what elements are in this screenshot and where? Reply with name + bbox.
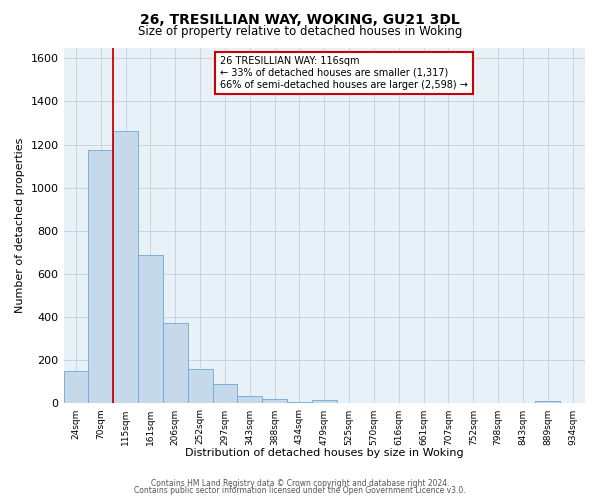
Text: Size of property relative to detached houses in Woking: Size of property relative to detached ho…: [138, 25, 462, 38]
Bar: [238, 396, 262, 404]
X-axis label: Distribution of detached houses by size in Woking: Distribution of detached houses by size …: [185, 448, 464, 458]
Bar: [262, 398, 287, 404]
Y-axis label: Number of detached properties: Number of detached properties: [15, 138, 25, 313]
Bar: [312, 400, 337, 404]
Bar: [138, 254, 163, 404]
Text: 26, TRESILLIAN WAY, WOKING, GU21 3DL: 26, TRESILLIAN WAY, WOKING, GU21 3DL: [140, 12, 460, 26]
Text: Contains HM Land Registry data © Crown copyright and database right 2024.: Contains HM Land Registry data © Crown c…: [151, 478, 449, 488]
Text: 26 TRESILLIAN WAY: 116sqm
← 33% of detached houses are smaller (1,317)
66% of se: 26 TRESILLIAN WAY: 116sqm ← 33% of detac…: [220, 56, 468, 90]
Bar: [113, 130, 138, 404]
Bar: [212, 384, 238, 404]
Bar: [188, 369, 212, 404]
Bar: [287, 402, 312, 404]
Bar: [64, 371, 88, 404]
Bar: [535, 401, 560, 404]
Bar: [163, 322, 188, 404]
Text: Contains public sector information licensed under the Open Government Licence v3: Contains public sector information licen…: [134, 486, 466, 495]
Bar: [88, 150, 113, 404]
